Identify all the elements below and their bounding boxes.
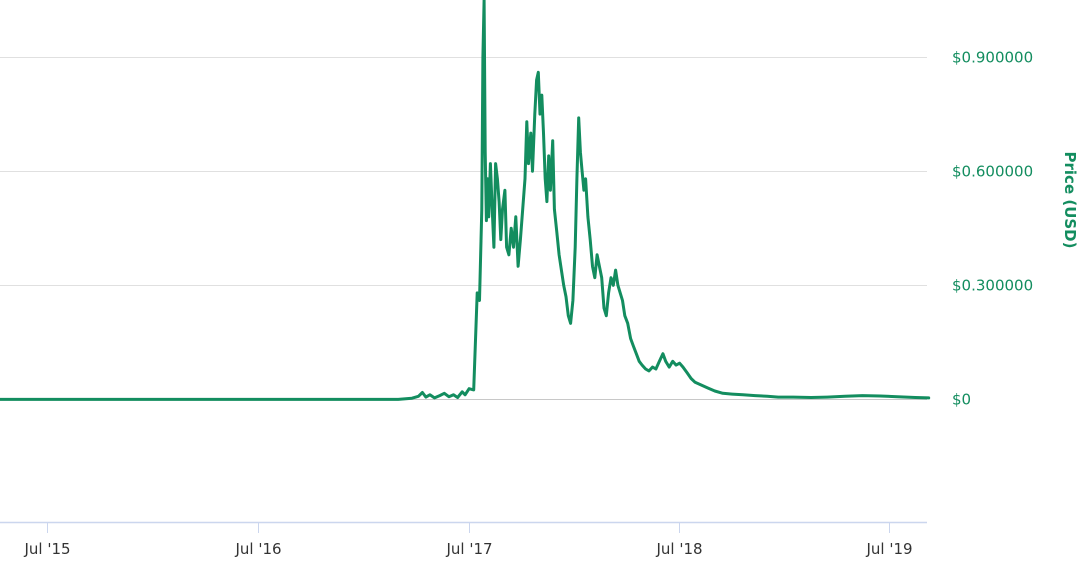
price-series-line (0, 0, 931, 401)
y-tick-label-3: $0.900000 (952, 49, 1033, 67)
x-tick-labels: Jul '15 Jul '16 Jul '17 Jul '18 Jul '19 (23, 540, 912, 558)
y-tick-labels: $0 $0.300000 $0.600000 $0.900000 (952, 49, 1033, 409)
x-tick-label-0: Jul '15 (23, 540, 70, 558)
x-tick-label-1: Jul '16 (234, 540, 281, 558)
grid-lines (0, 57, 927, 400)
y-axis-title: Price (USD) (1061, 152, 1079, 249)
y-tick-label-0: $0 (952, 391, 971, 409)
y-tick-label-1: $0.300000 (952, 277, 1033, 295)
x-tick-label-4: Jul '19 (865, 540, 912, 558)
x-tick-label-2: Jul '17 (445, 540, 492, 558)
series-layer (0, 0, 931, 401)
x-tick-label-3: Jul '18 (655, 540, 702, 558)
y-tick-label-2: $0.600000 (952, 163, 1033, 181)
x-axis (0, 521, 927, 533)
